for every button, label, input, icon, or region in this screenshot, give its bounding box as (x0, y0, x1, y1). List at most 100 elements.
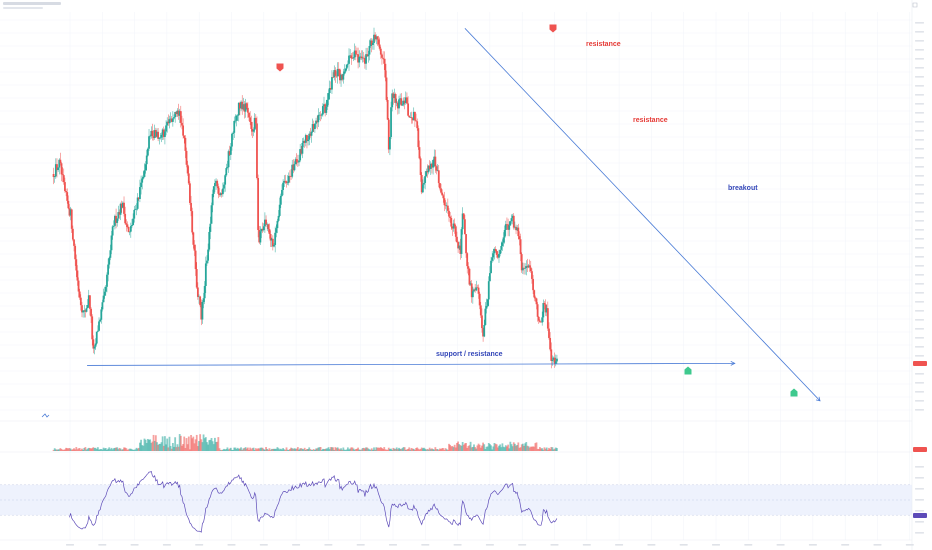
volume-bar (479, 447, 482, 451)
rsi-scale-tick (915, 521, 924, 523)
volume-bar (194, 439, 197, 451)
volume-bar (54, 449, 57, 451)
candle-body (510, 218, 513, 222)
candle-body (403, 100, 406, 103)
volume-bar (326, 448, 329, 451)
volume-bar (302, 449, 305, 451)
candle-body (521, 267, 524, 271)
candle-body (273, 244, 275, 247)
volume-bar (219, 449, 222, 451)
volume-bar (328, 449, 331, 451)
candle-body (141, 178, 144, 183)
candle-body (132, 218, 135, 226)
candle-body (286, 182, 289, 184)
volume-bar (64, 449, 66, 451)
volume-bar (451, 446, 454, 451)
candle-body (81, 305, 83, 313)
volume-bar (412, 448, 415, 451)
candle-body (135, 208, 138, 210)
candle-body (259, 231, 262, 243)
volume-bar (344, 449, 347, 451)
candle-body (357, 54, 359, 63)
volume-bar (431, 448, 433, 451)
candle-body (243, 104, 246, 112)
candle-body (192, 232, 195, 245)
candle-body (321, 106, 324, 115)
volume-bar (161, 436, 164, 451)
candle-body (310, 131, 313, 136)
volume-bar (382, 448, 384, 451)
volume-bar (475, 448, 478, 451)
candle-body (93, 346, 96, 349)
symbol-header-blur (3, 2, 61, 5)
candle-body (366, 54, 369, 57)
volume-bar (100, 449, 103, 451)
volume-bar (66, 448, 69, 451)
candle-body (193, 244, 196, 251)
support-resistance-line (87, 362, 735, 366)
candle-body (369, 40, 372, 47)
volume-bar (125, 448, 128, 451)
candle-body (127, 226, 130, 233)
price-scale-tick (915, 130, 924, 132)
volume-bar (251, 448, 254, 451)
candle-body (440, 188, 442, 193)
volume-bar (446, 449, 449, 451)
volume-bar (493, 443, 496, 451)
volume-bar (464, 443, 466, 451)
settings-icon[interactable] (912, 2, 918, 8)
volume-bar (300, 448, 303, 451)
volume-bar (131, 449, 133, 451)
volume-bar (534, 443, 537, 451)
candle-body (484, 308, 487, 325)
volume-bar (462, 444, 465, 451)
volume-bar (360, 449, 363, 451)
candle-body (335, 75, 338, 77)
candle-body (462, 213, 465, 220)
volume-bar (366, 447, 369, 451)
candle-body (482, 328, 484, 337)
price-scale-tick (915, 202, 924, 204)
time-scale-tick (615, 544, 624, 546)
candle-body (439, 183, 441, 189)
volume-bar (179, 435, 182, 451)
volume-bar (340, 448, 342, 451)
candle-body (343, 71, 346, 74)
candle-body (66, 192, 69, 201)
price-scale-tick (915, 292, 924, 294)
buy-signal-marker (790, 388, 798, 397)
candle-body (108, 257, 111, 265)
candle-body (182, 125, 185, 136)
candle-body (554, 361, 557, 364)
candle-body (246, 107, 249, 113)
candle-body (71, 228, 74, 240)
volume-bar (199, 434, 202, 451)
volume-bar (91, 448, 94, 451)
candle-body (452, 223, 455, 229)
candle-body (117, 212, 120, 219)
candle-body (244, 103, 247, 112)
candle-body (220, 193, 223, 195)
candle-body (148, 136, 150, 149)
rsi-scale-tick (915, 466, 924, 468)
candle-body (398, 99, 400, 109)
volume-bar (198, 441, 200, 451)
candle-body (490, 260, 492, 274)
candle-body (210, 205, 213, 224)
volume-bar (356, 448, 358, 451)
candle-body (428, 165, 431, 169)
volume-bar (69, 448, 72, 451)
candle-body (349, 55, 352, 56)
candle-body (417, 128, 420, 148)
volume-bar (386, 449, 389, 451)
candle-body (267, 224, 270, 230)
volume-bar (531, 446, 533, 451)
volume-bar (383, 447, 386, 451)
volume-bar (512, 442, 515, 451)
volume-bar (94, 447, 97, 451)
time-scale-tick (292, 544, 301, 546)
volume-bar (237, 448, 240, 451)
volume-bar (423, 447, 425, 451)
volume-bar (429, 449, 432, 451)
